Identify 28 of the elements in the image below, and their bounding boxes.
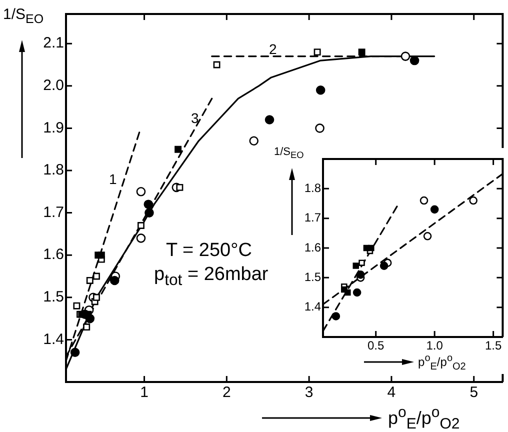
annotation: T = 250°C <box>166 240 252 262</box>
y-tick-label: 1.7 <box>43 204 64 221</box>
x-tick-label: 1.5 <box>484 338 502 353</box>
y-axis-title: 1/S$_{EO}$ <box>274 146 304 160</box>
y-tick-label: 1.8 <box>43 162 64 179</box>
x-tick-label: 3 <box>304 384 314 402</box>
annotation: p$_{tot}$ = 26mbar <box>154 264 268 290</box>
y-axis-title: 1/S$_{EO}$ <box>3 6 44 26</box>
y-tick-label: 1.5 <box>304 270 322 284</box>
x-tick-label: 4 <box>387 384 396 402</box>
y-tick-label: 2.1 <box>43 34 64 52</box>
x-tick-label: 1 <box>140 384 148 402</box>
annotation: 3 <box>191 110 199 126</box>
y-tick-label: 1.6 <box>304 240 322 254</box>
annotation: 1 <box>109 171 117 187</box>
y-tick-label: 1.4 <box>43 330 64 348</box>
x-tick-label: 5 <box>470 384 478 402</box>
annotation: 2 <box>269 41 277 57</box>
y-tick-label: 1.8 <box>304 180 322 195</box>
x-tick-label: 1.0 <box>426 338 444 353</box>
y-tick-label: 1.5 <box>43 288 64 306</box>
y-tick-label: 1.9 <box>43 119 64 136</box>
x-tick-label: 0.5 <box>368 338 385 353</box>
y-tick-label: 1.4 <box>304 300 322 314</box>
y-tick-label: 1.7 <box>304 210 322 225</box>
y-tick-label: 1.6 <box>43 246 64 264</box>
y-tick-label: 2.0 <box>43 77 64 94</box>
x-tick-label: 2 <box>222 384 231 402</box>
